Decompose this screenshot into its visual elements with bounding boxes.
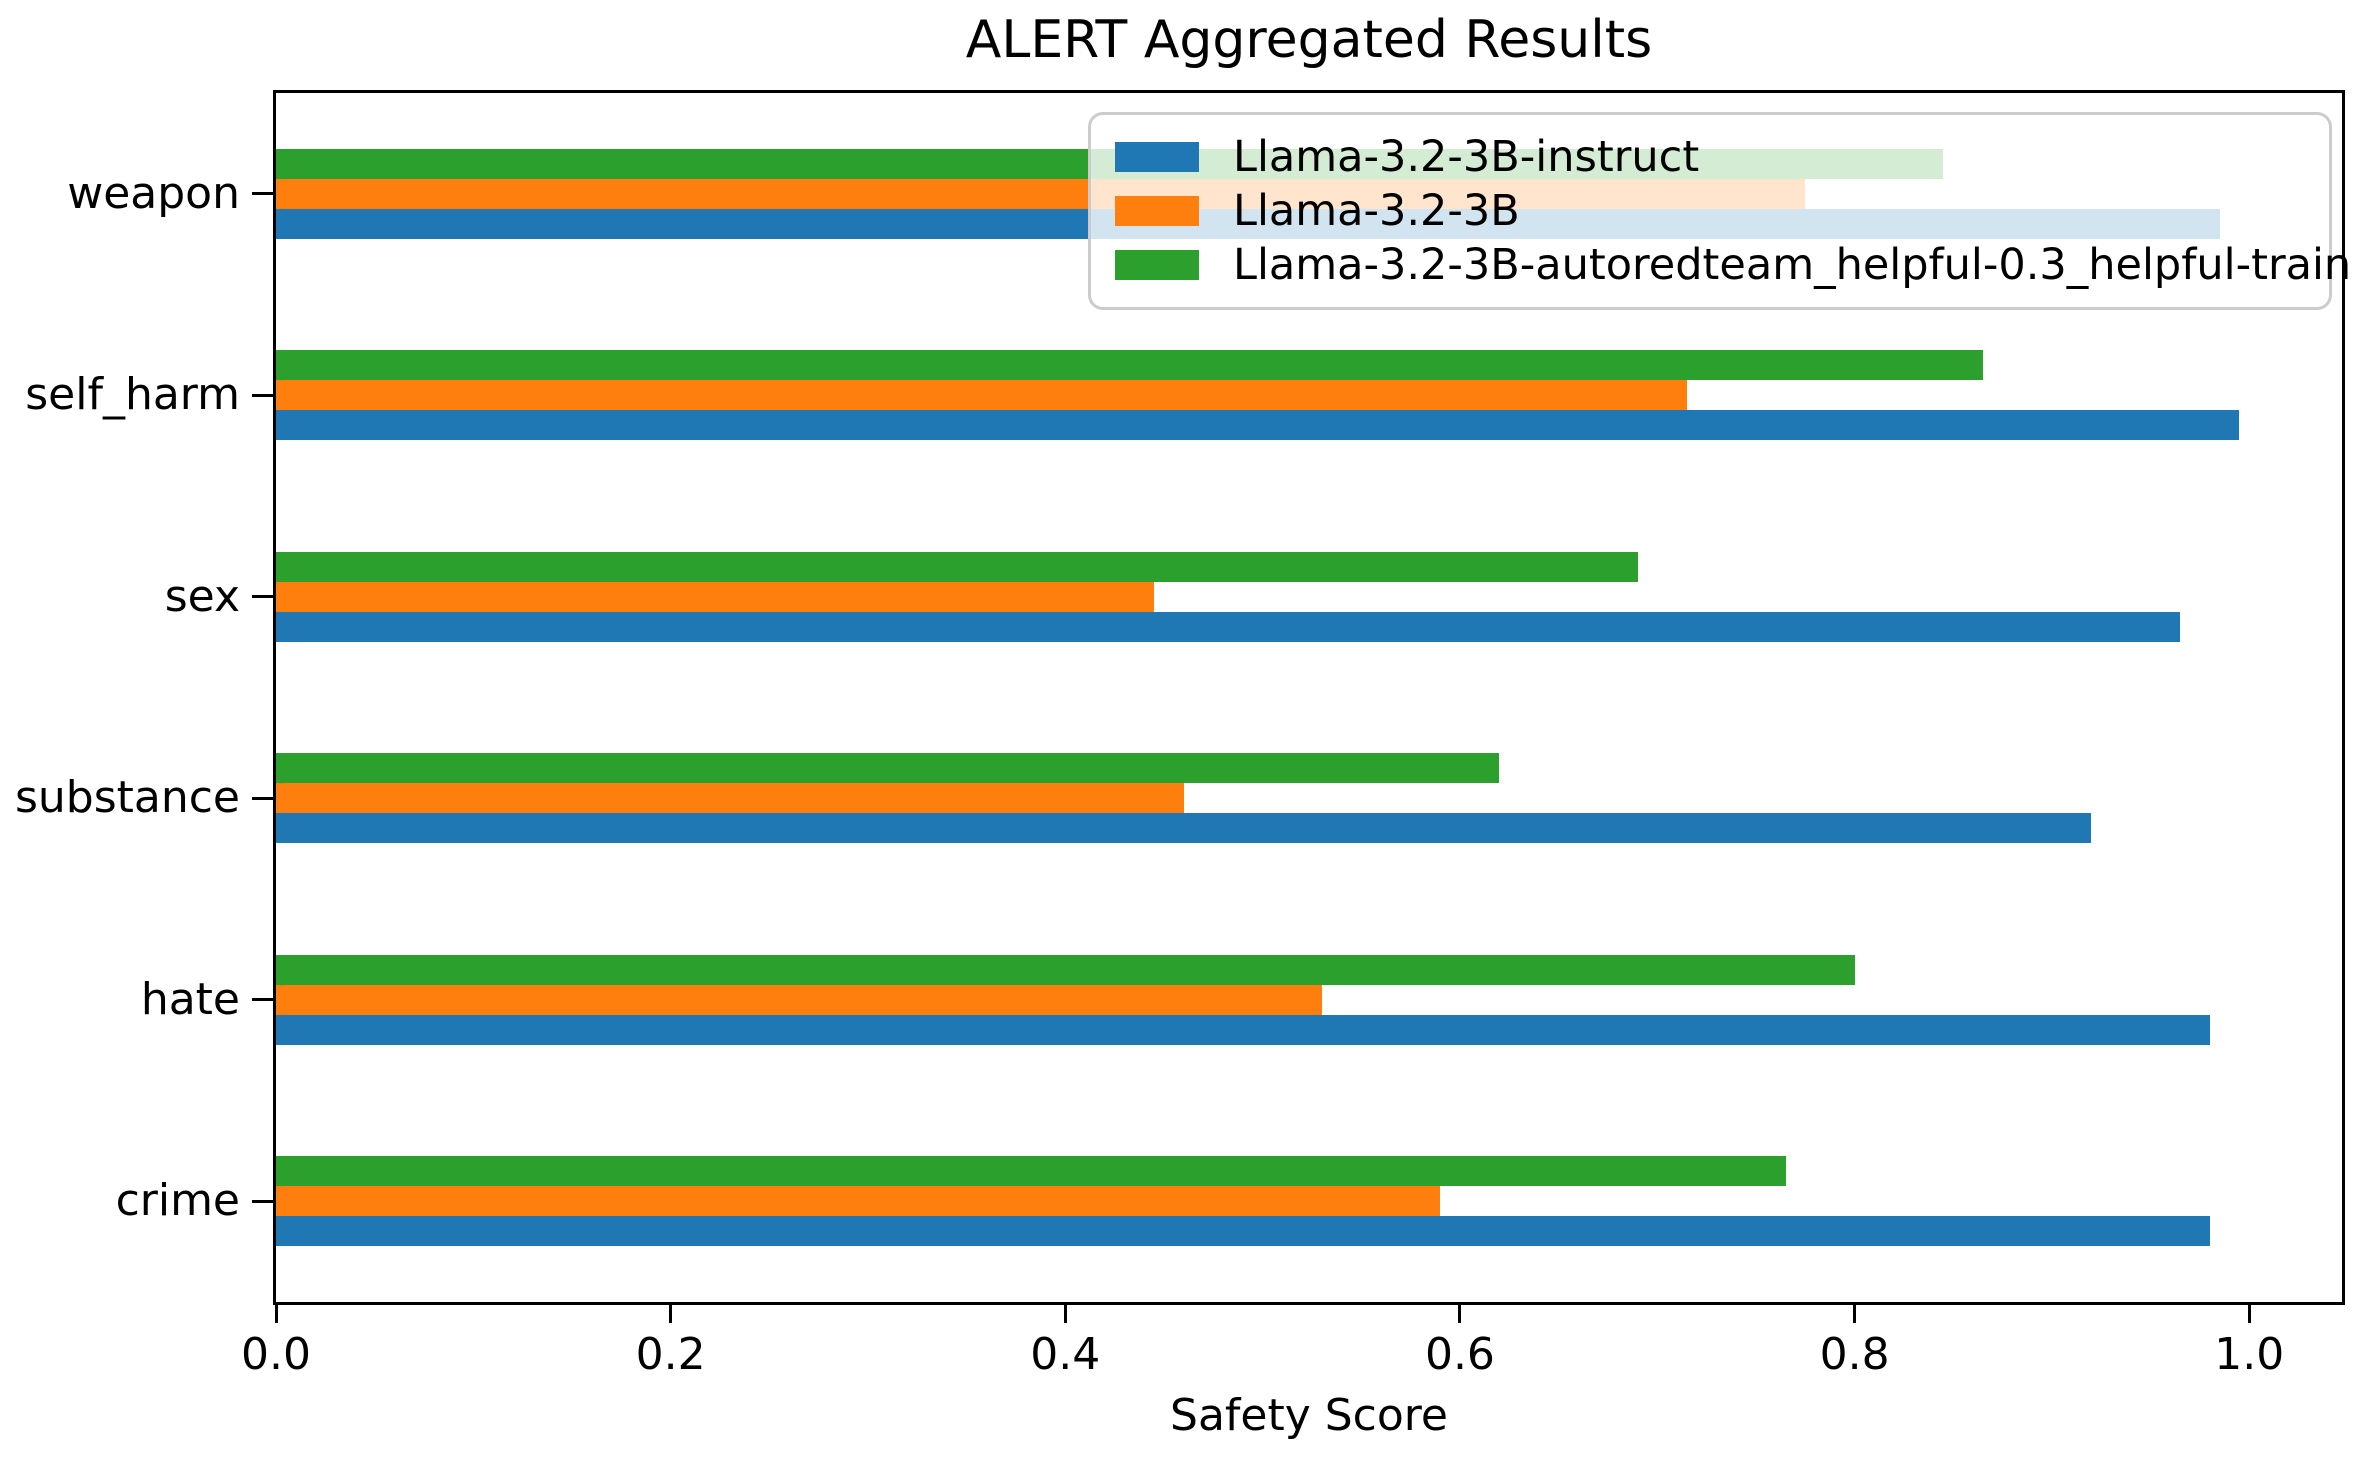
legend-row-2: Llama-3.2-3B-autoredteam_helpful-0.3_hel… xyxy=(1115,239,2351,291)
chart-title: ALERT Aggregated Results xyxy=(965,10,1653,70)
legend: Llama-3.2-3B-instruct Llama-3.2-3B Llama-3… xyxy=(1088,112,2351,310)
y-tick-mark xyxy=(252,595,273,599)
legend-swatch-2 xyxy=(1115,250,1199,280)
x-tick-mark xyxy=(669,1305,673,1323)
bar-sex-series-2 xyxy=(276,551,1638,582)
x-tick-mark xyxy=(1853,1305,1857,1323)
x-tick-mark xyxy=(274,1305,278,1323)
y-tick-mark xyxy=(252,998,273,1002)
legend-label-1: Llama-3.2-3B xyxy=(1233,185,1520,236)
bar-self_harm-series-0 xyxy=(276,410,2240,441)
legend-label-2: Llama-3.2-3B-autoredteam_helpful-0.3_hel… xyxy=(1233,239,2352,290)
x-tick-mark xyxy=(1458,1305,1462,1323)
category-row-sex xyxy=(276,496,2342,698)
x-axis-label: Safety Score xyxy=(1170,1390,1448,1441)
bar-hate-series-1 xyxy=(276,984,1322,1015)
legend-row-1: Llama-3.2-3B xyxy=(1115,185,2305,237)
bar-self_harm-series-1 xyxy=(276,380,1687,411)
bar-hate-series-0 xyxy=(276,1014,2210,1045)
bar-crime-series-2 xyxy=(276,1156,1786,1187)
category-row-crime xyxy=(276,1101,2342,1303)
y-tick-label: crime xyxy=(115,1175,240,1227)
legend-swatch-0 xyxy=(1115,142,1199,172)
category-row-hate xyxy=(276,899,2342,1101)
bar-substance-series-1 xyxy=(276,783,1184,814)
y-tick-mark xyxy=(252,796,273,800)
y-tick-label: substance xyxy=(14,772,240,824)
category-row-self_harm xyxy=(276,295,2342,497)
y-tick-mark xyxy=(252,393,273,397)
bar-self_harm-series-2 xyxy=(276,350,1983,381)
bar-crime-series-0 xyxy=(276,1216,2210,1247)
bar-crime-series-1 xyxy=(276,1186,1441,1217)
y-tick-label: weapon xyxy=(67,167,240,219)
y-tick-label: sex xyxy=(164,570,240,622)
legend-label-0: Llama-3.2-3B-instruct xyxy=(1233,131,1700,182)
x-tick-label: 0.6 xyxy=(1424,1329,1495,1380)
x-tick-label: 0.0 xyxy=(241,1329,311,1380)
bar-hate-series-2 xyxy=(276,954,1855,985)
x-tick-label: 0.2 xyxy=(635,1329,706,1380)
bar-substance-series-0 xyxy=(276,813,2092,844)
bar-substance-series-2 xyxy=(276,753,1500,784)
y-tick-label: hate xyxy=(140,973,240,1025)
legend-swatch-1 xyxy=(1115,196,1199,226)
category-row-substance xyxy=(276,698,2342,900)
legend-row-0: Llama-3.2-3B-instruct xyxy=(1115,131,2305,183)
plot-area: Llama-3.2-3B-instruct Llama-3.2-3B Llama-3… xyxy=(273,90,2351,1305)
y-tick-label: self_harm xyxy=(25,369,240,421)
x-tick-label: 0.4 xyxy=(1030,1329,1101,1380)
x-tick-mark xyxy=(1063,1305,1067,1323)
x-tick-mark xyxy=(2247,1305,2251,1323)
x-tick-label: 0.8 xyxy=(1819,1329,1890,1380)
y-tick-mark xyxy=(252,1199,273,1203)
y-tick-mark xyxy=(252,192,273,196)
bar-sex-series-0 xyxy=(276,611,2181,642)
x-tick-label: 1.0 xyxy=(2214,1329,2285,1380)
bar-sex-series-1 xyxy=(276,581,1155,612)
